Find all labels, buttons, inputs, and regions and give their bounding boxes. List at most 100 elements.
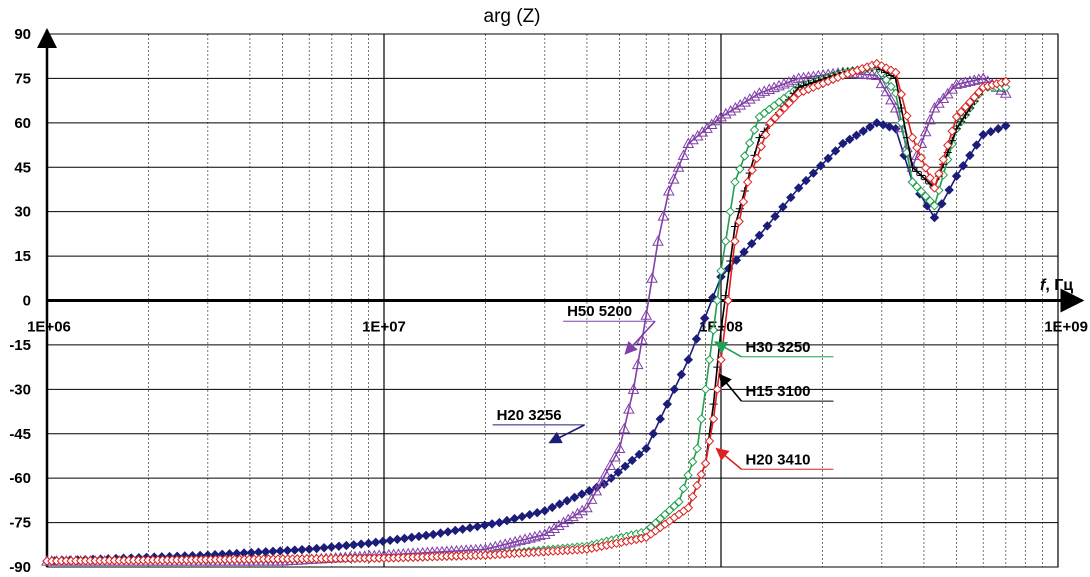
x-axis-label: f, Гц <box>1040 277 1073 294</box>
x-tick-label: 1E+07 <box>362 319 406 336</box>
data-point <box>972 73 985 84</box>
data-point <box>830 146 841 156</box>
data-point <box>956 107 966 117</box>
x-tick-label: 1E+06 <box>27 319 71 336</box>
data-point <box>977 72 990 83</box>
y-tick-label: -15 <box>9 337 31 354</box>
data-point <box>708 325 719 335</box>
data-point <box>907 132 918 143</box>
data-point <box>524 509 535 520</box>
data-point <box>704 355 715 365</box>
series-label-text: Н15 3100 <box>745 383 810 400</box>
data-point <box>634 449 644 460</box>
data-point <box>955 77 967 88</box>
data-point <box>562 496 572 506</box>
data-point <box>613 467 623 477</box>
data-point <box>246 547 256 558</box>
data-point <box>584 486 595 496</box>
data-point <box>677 149 690 160</box>
data-point <box>748 90 761 101</box>
data-point <box>823 153 833 164</box>
data-point <box>912 142 922 153</box>
data-point <box>576 504 589 516</box>
data-point <box>968 74 981 85</box>
data-point <box>978 129 988 140</box>
series-label-1: Н20 3256 <box>492 407 585 444</box>
series-2 <box>41 66 1012 566</box>
data-point <box>778 202 788 212</box>
data-point <box>613 442 626 454</box>
data-point <box>789 93 799 103</box>
data-point <box>735 164 745 174</box>
data-point <box>662 184 675 196</box>
data-point <box>881 63 891 73</box>
data-point <box>378 536 388 547</box>
data-point <box>326 542 337 552</box>
data-point <box>729 101 742 113</box>
data-point <box>385 535 395 546</box>
data-point <box>297 544 307 555</box>
data-point <box>731 255 742 265</box>
data-point <box>627 383 640 394</box>
data-point <box>669 384 680 395</box>
data-point <box>881 75 891 85</box>
data-point <box>743 93 756 104</box>
series-line <box>46 62 1007 562</box>
data-point <box>672 161 685 172</box>
data-point <box>917 171 926 180</box>
data-point <box>543 525 556 536</box>
series-label-text: Н50 5200 <box>567 303 632 320</box>
data-point <box>696 469 706 480</box>
data-point <box>929 183 940 193</box>
data-point <box>683 355 694 365</box>
series-1 <box>42 118 1011 566</box>
data-point <box>756 141 766 152</box>
data-point <box>356 539 366 549</box>
data-point <box>414 531 424 542</box>
data-point <box>443 527 453 537</box>
data-point <box>581 501 593 513</box>
data-point <box>929 201 940 211</box>
data-point <box>524 532 536 543</box>
data-point <box>502 515 512 526</box>
data-point <box>891 67 901 78</box>
data-point <box>916 153 926 163</box>
y-tick-label: -30 <box>9 381 31 398</box>
data-point <box>896 89 907 99</box>
data-point <box>399 533 410 544</box>
data-point <box>660 509 670 520</box>
data-point <box>704 436 715 446</box>
data-point <box>687 491 698 502</box>
y-tick-label: 45 <box>14 159 31 176</box>
data-point <box>920 163 931 173</box>
data-point <box>885 93 897 105</box>
data-point <box>311 543 322 554</box>
data-point <box>465 523 475 533</box>
data-point <box>275 546 285 556</box>
data-point <box>965 97 975 107</box>
data-point <box>919 125 932 137</box>
data-point <box>406 532 417 543</box>
data-point <box>773 79 785 91</box>
data-point <box>960 102 971 112</box>
series-3 <box>42 61 1011 566</box>
data-point <box>319 543 329 553</box>
series-line <box>46 121 1007 562</box>
data-point <box>710 114 723 126</box>
series-label-4: Н15 3100 <box>718 373 834 402</box>
data-point <box>986 127 996 137</box>
data-point <box>472 521 483 532</box>
data-point <box>669 501 679 511</box>
data-point <box>494 517 505 528</box>
data-point <box>801 175 811 186</box>
label-arrow <box>624 320 656 355</box>
data-point <box>435 528 446 538</box>
x-tick-label: 1E+09 <box>1044 319 1088 336</box>
data-point <box>765 118 775 128</box>
data-point <box>540 506 550 516</box>
data-point <box>957 117 965 126</box>
data-point <box>944 185 954 195</box>
data-point <box>734 99 747 110</box>
y-tick-label: -75 <box>9 515 31 532</box>
data-point <box>577 489 587 499</box>
